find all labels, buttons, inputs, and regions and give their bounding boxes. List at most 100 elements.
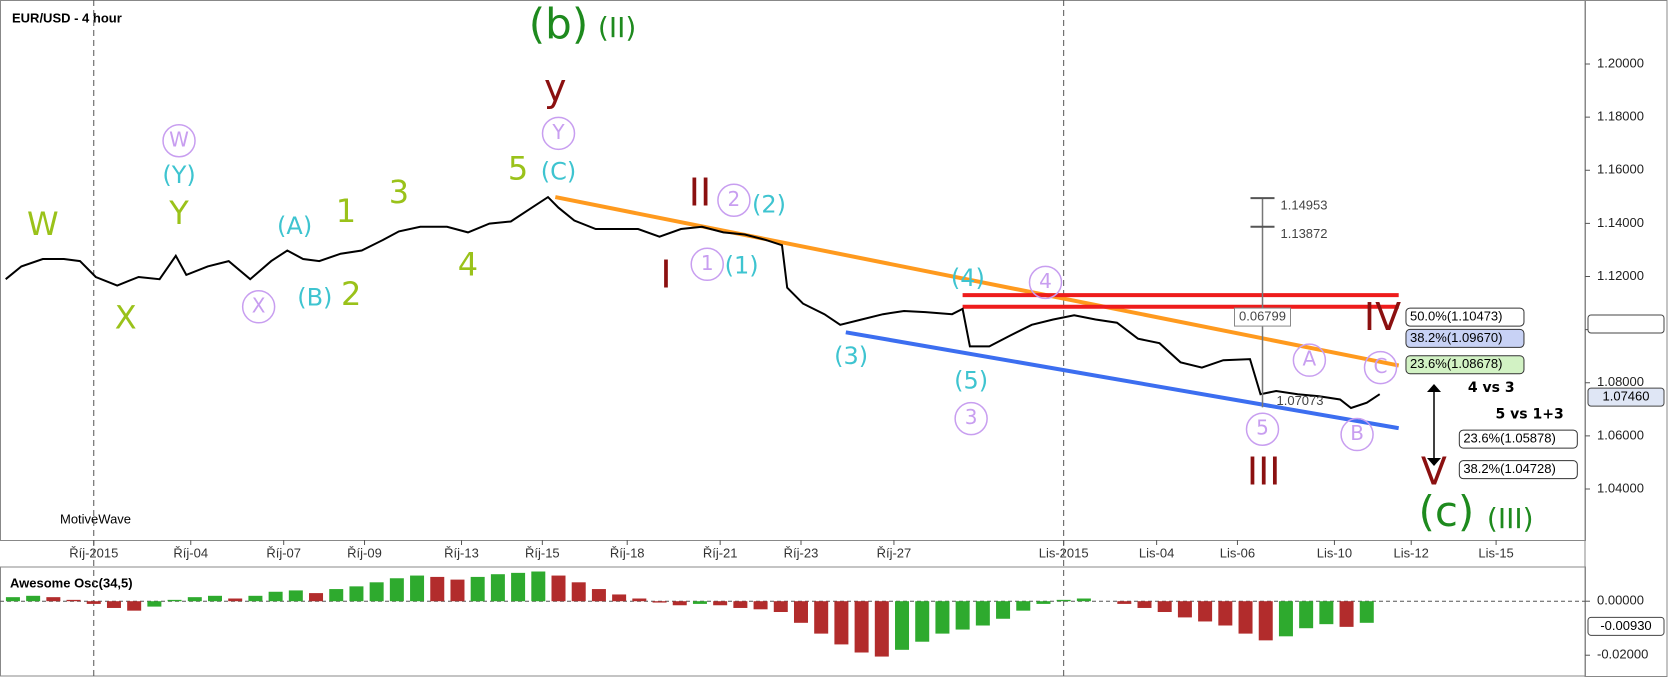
y-tick-label: 1.06000 [1597, 427, 1644, 442]
wave-label: (c) [1418, 487, 1474, 536]
price-panel [0, 0, 1586, 541]
wave-circle [954, 401, 988, 436]
wave-circle [241, 290, 276, 324]
osc-bar [1299, 601, 1314, 629]
osc-bar [955, 601, 970, 630]
wave-label: (b) [529, 0, 588, 48]
y-tick-label: 0.00000 [1597, 593, 1644, 608]
osc-bar [1198, 601, 1213, 622]
osc-bar [349, 586, 364, 602]
x-tick-label: Říj-07 [266, 545, 301, 560]
osc-bar [1177, 601, 1192, 618]
osc-bar [935, 601, 950, 634]
osc-bar [1016, 601, 1031, 611]
wave-circle [717, 183, 751, 218]
y-tick-label: 1.04000 [1597, 480, 1644, 495]
wave-label: 4 [1039, 269, 1052, 293]
wave-circle [1028, 265, 1063, 300]
x-tick-label: Říj-23 [784, 545, 819, 560]
x-tick-label: Říj-09 [347, 545, 382, 560]
price-tag [1587, 387, 1665, 407]
wave-label: IV [1364, 295, 1401, 339]
wave-label: 2 [728, 187, 741, 211]
osc-bar [1137, 601, 1152, 608]
range-box [1234, 307, 1292, 327]
osc-bar [713, 601, 728, 606]
wave-circle [1245, 412, 1280, 446]
osc-bar [753, 601, 768, 610]
osc-bar [5, 597, 20, 602]
osc-bar [167, 599, 182, 602]
fib-label: 50.0%(1.10473) [1410, 309, 1503, 324]
wave-label: 5 [1256, 416, 1269, 440]
osc-bar [632, 598, 647, 602]
arrow-head [1427, 384, 1441, 392]
osc-bar [46, 597, 61, 602]
wave-label: 3 [965, 405, 978, 429]
osc-bar [733, 601, 748, 608]
wave-label: (2) [752, 191, 786, 219]
x-tick-label: Říj-21 [703, 545, 738, 560]
osc-bar [369, 582, 384, 602]
osc-bar [551, 575, 566, 602]
chart-title: EUR/USD - 4 hour [12, 10, 122, 25]
wave-label: 2 [341, 275, 361, 313]
wave-label: 5 vs 1+3 [1496, 406, 1564, 422]
osc-bar [1339, 601, 1354, 627]
x-tick-label: Lis-04 [1139, 545, 1174, 560]
wave-label: 4 [458, 245, 478, 283]
x-tick-label: Říj-13 [444, 545, 479, 560]
wave-circle [1340, 417, 1374, 452]
fib-label: 23.6%(1.05878) [1463, 431, 1556, 446]
wave-circle [690, 247, 724, 282]
price-tag [1587, 314, 1665, 334]
osc-bar [389, 578, 404, 602]
range-label: 0.06799 [1239, 309, 1286, 324]
projection-label: 1.13872 [1281, 226, 1328, 241]
osc-bar [268, 591, 283, 602]
fib-box [1405, 355, 1525, 375]
osc-bar [490, 574, 505, 602]
wave-label: I [660, 253, 671, 297]
osc-bar [692, 601, 707, 604]
osc-bar [1036, 601, 1051, 604]
axis-panel [1584, 0, 1668, 677]
x-tick-label: Říj-27 [877, 545, 912, 560]
wave-circle [541, 116, 576, 151]
osc-title: Awesome Osc(34,5) [10, 575, 133, 590]
osc-bar [106, 601, 121, 608]
x-tick-label: Lis-06 [1220, 545, 1255, 560]
osc-bar [915, 601, 930, 642]
osc-bar [1238, 601, 1253, 634]
osc-bar [773, 601, 788, 613]
osc-bar [511, 572, 526, 602]
osc-bar [854, 601, 869, 653]
osc-bar [1218, 601, 1233, 626]
projection-base-label: 1.07073 [1277, 393, 1324, 408]
wave-label: Y [168, 194, 189, 232]
osc-bar [288, 590, 303, 602]
wave-label: (3) [834, 342, 868, 370]
wave-label: W [27, 205, 59, 243]
osc-bar [1278, 601, 1293, 637]
wave-label: 3 [389, 173, 409, 211]
osc-tag-label: -0.00930 [1600, 618, 1651, 633]
osc-bar [228, 598, 243, 602]
osc-bar [1258, 601, 1273, 641]
x-tick-label: Říj-04 [173, 545, 208, 560]
y-tick-label: 1.20000 [1597, 55, 1644, 70]
wave-label: 1 [336, 192, 356, 230]
wave-label: y [544, 66, 567, 110]
osc-bar [652, 601, 667, 603]
wave-label: (1) [725, 251, 759, 279]
osc-bar [672, 601, 687, 606]
osc-bar [874, 601, 889, 657]
osc-bar [591, 589, 606, 602]
fib-box [1458, 460, 1578, 480]
projection-label: 1.14953 [1281, 198, 1328, 213]
osc-bar [1359, 601, 1374, 623]
wave-circle [162, 124, 196, 158]
osc-bar [207, 595, 222, 602]
osc-bar [430, 576, 445, 602]
